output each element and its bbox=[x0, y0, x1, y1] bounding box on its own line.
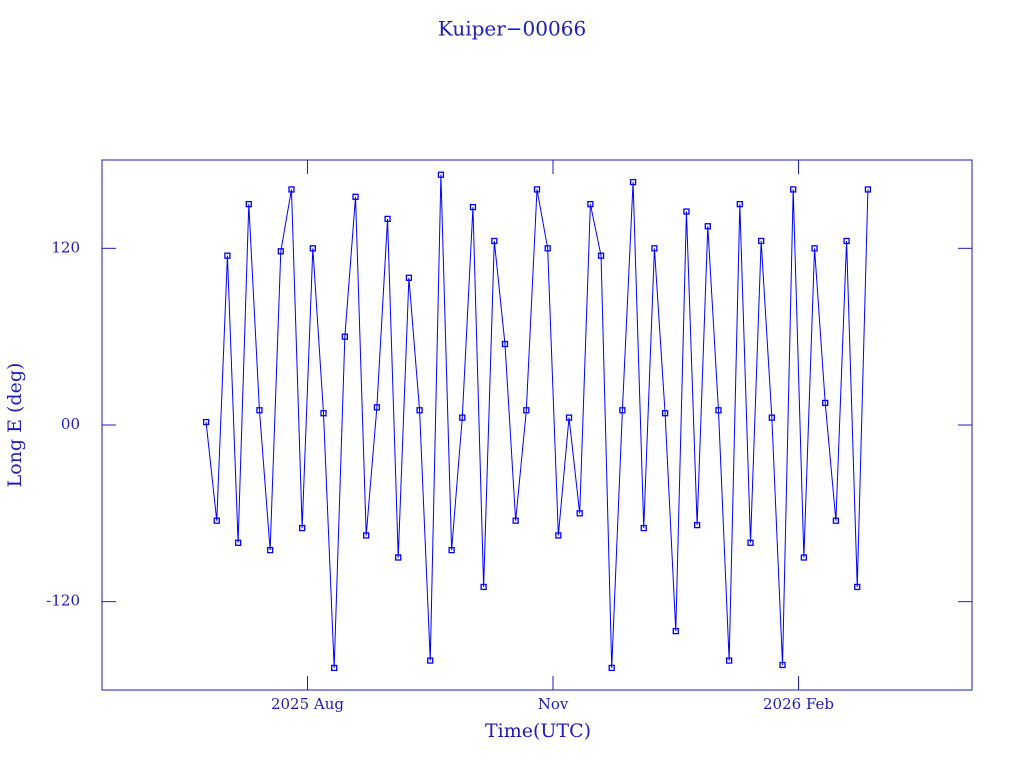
data-point bbox=[523, 407, 530, 414]
x-tick-label: 2026 Feb bbox=[763, 695, 834, 713]
data-point bbox=[704, 223, 711, 230]
data-point bbox=[843, 237, 850, 245]
chart-title: Kuiper−00066 bbox=[438, 17, 586, 41]
data-point bbox=[224, 252, 231, 259]
data-point bbox=[640, 524, 647, 532]
y-tick-label: 00 bbox=[61, 415, 80, 433]
data-point bbox=[331, 664, 338, 672]
data-point bbox=[266, 546, 274, 554]
data-point bbox=[320, 410, 327, 417]
data-point bbox=[512, 517, 519, 524]
x-tick-label: 2025 Aug bbox=[271, 695, 344, 713]
data-point bbox=[501, 340, 509, 348]
y-axis-label: Long E (deg) bbox=[4, 363, 26, 488]
data-point bbox=[469, 203, 477, 211]
x-tick-label: Nov bbox=[538, 695, 569, 713]
data-point bbox=[288, 186, 295, 193]
data-point bbox=[213, 517, 220, 524]
data-point bbox=[661, 410, 669, 417]
data-point bbox=[277, 248, 284, 255]
data-point bbox=[256, 407, 263, 414]
data-point bbox=[491, 237, 498, 245]
data-point bbox=[790, 186, 797, 193]
data-point bbox=[533, 186, 541, 193]
data-point bbox=[854, 583, 861, 591]
data-point bbox=[747, 539, 754, 546]
y-tick-label: 120 bbox=[51, 238, 80, 256]
data-point bbox=[245, 201, 252, 208]
data-point bbox=[352, 193, 359, 200]
data-point bbox=[672, 627, 679, 635]
data-point bbox=[405, 274, 413, 281]
y-tick-label: -120 bbox=[46, 592, 80, 610]
data-point bbox=[651, 245, 658, 252]
data-point bbox=[800, 554, 808, 561]
data-point bbox=[736, 201, 743, 208]
data-point bbox=[693, 521, 701, 529]
data-point bbox=[363, 532, 370, 539]
data-point bbox=[373, 404, 381, 411]
x-axis-label: Time(UTC) bbox=[485, 720, 591, 742]
data-point bbox=[202, 418, 210, 426]
data-point bbox=[384, 215, 391, 223]
data-point bbox=[459, 414, 466, 421]
data-point bbox=[565, 414, 573, 421]
data-point bbox=[341, 333, 349, 340]
data-point bbox=[555, 532, 562, 539]
data-point bbox=[587, 201, 594, 208]
data-point bbox=[832, 517, 840, 524]
data-point bbox=[448, 546, 455, 554]
data-point bbox=[619, 407, 626, 414]
data-point bbox=[822, 399, 829, 407]
plot-area bbox=[202, 171, 872, 672]
data-point bbox=[437, 171, 445, 178]
data-point bbox=[480, 583, 487, 591]
data-point bbox=[758, 237, 765, 245]
data-point bbox=[395, 554, 402, 561]
data-point bbox=[416, 407, 423, 414]
data-point bbox=[234, 539, 242, 546]
plot-frame bbox=[101, 159, 973, 691]
series-line bbox=[205, 174, 869, 668]
data-point bbox=[544, 245, 551, 252]
data-point bbox=[608, 664, 615, 672]
data-point bbox=[725, 657, 733, 664]
data-point bbox=[597, 252, 605, 259]
data-point bbox=[768, 414, 775, 421]
data-point bbox=[576, 510, 583, 517]
data-point bbox=[309, 245, 316, 252]
data-point bbox=[427, 657, 434, 664]
data-point bbox=[629, 178, 637, 186]
data-point bbox=[811, 245, 818, 252]
data-point bbox=[715, 407, 722, 414]
data-point bbox=[299, 524, 306, 532]
data-point bbox=[864, 186, 872, 193]
data-point bbox=[683, 208, 690, 215]
data-point bbox=[779, 661, 786, 669]
